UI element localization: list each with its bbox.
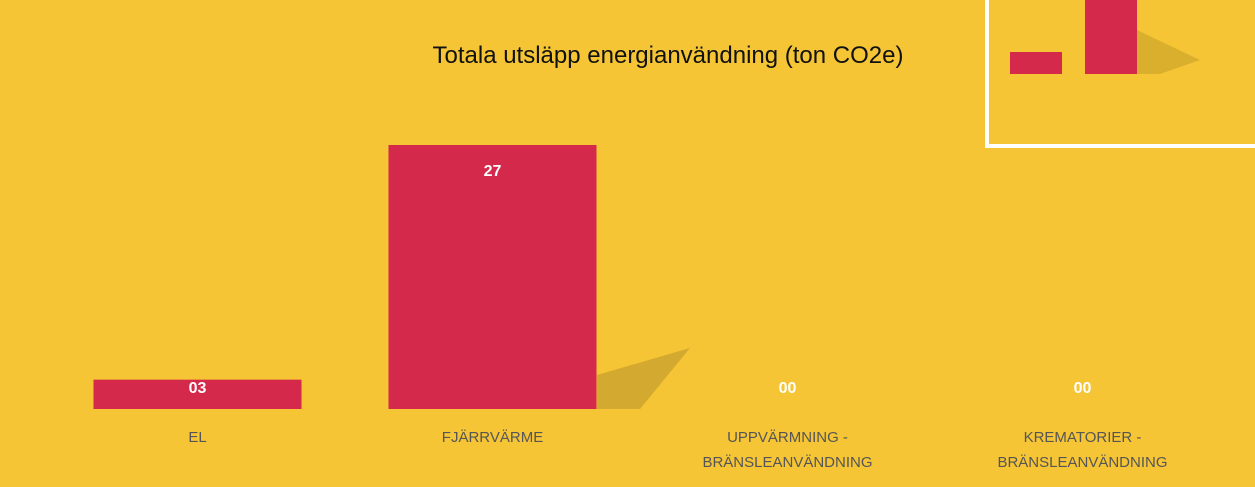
data-label: 03	[189, 380, 207, 397]
inset-bar	[1085, 0, 1137, 74]
data-label: 27	[484, 163, 502, 180]
data-label: 00	[779, 380, 797, 397]
chart-title: Totala utsläpp energianvändning (ton CO2…	[433, 42, 904, 69]
bar	[388, 145, 597, 409]
bar-shadow	[597, 348, 690, 409]
inset-shadow	[1137, 30, 1200, 74]
x-tick-label: FJÄRRVÄRME	[441, 429, 544, 446]
x-tick-label: KREMATORIER - BRÄNSLEANVÄNDNING	[997, 429, 1168, 471]
x-tick-label: EL	[188, 429, 207, 446]
bar	[93, 379, 302, 409]
inset-bar	[1010, 52, 1062, 74]
data-label: 00	[1074, 380, 1092, 397]
inset-thumbnail	[985, 0, 1255, 148]
x-tick-label: UPPVÄRMNING - BRÄNSLEANVÄNDNING	[702, 429, 873, 471]
